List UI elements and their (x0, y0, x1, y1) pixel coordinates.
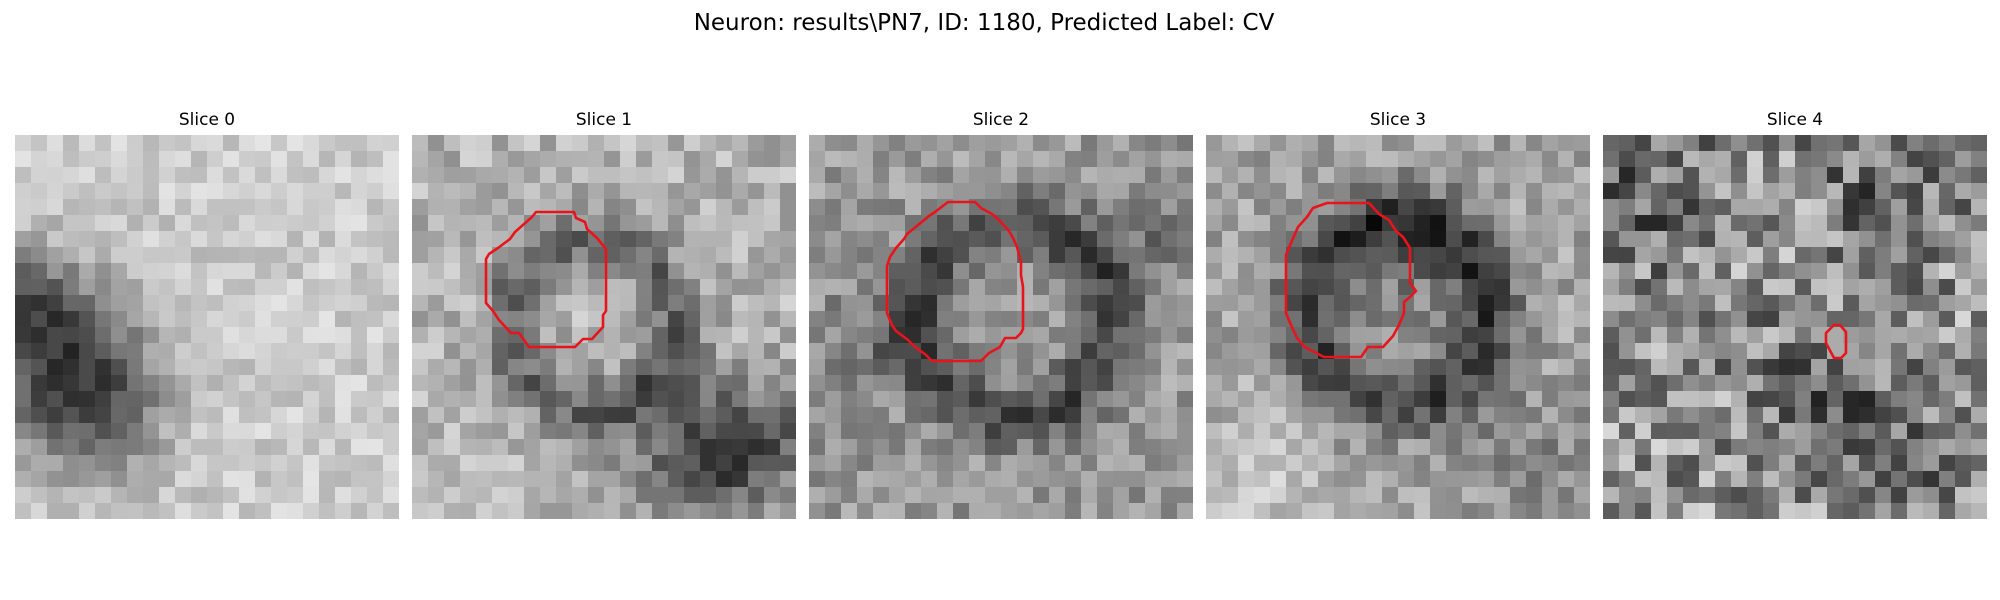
segmentation-outline (885, 200, 1025, 363)
slice-title-0: Slice 0 (178, 110, 236, 130)
slice-image-0 (15, 135, 399, 519)
figure-title: Neuron: results\PN7, ID: 1180, Predicted… (693, 10, 1275, 36)
slice-image-3 (1206, 135, 1590, 519)
slice-panel-4: Slice 4 (1603, 108, 1987, 519)
slice-title-3: Slice 3 (1369, 110, 1427, 130)
segmentation-outline (1284, 201, 1418, 359)
slice-image-4 (1603, 135, 1987, 519)
slice-title-4: Slice 4 (1766, 110, 1824, 130)
slice-panel-3: Slice 3 (1206, 108, 1590, 519)
segmentation-outline (1824, 323, 1848, 360)
slice-title-2: Slice 2 (972, 110, 1030, 130)
slice-image-1 (412, 135, 796, 519)
slice-panel-0: Slice 0 (15, 108, 399, 519)
slice-image-2 (809, 135, 1193, 519)
slice-panel-2: Slice 2 (809, 108, 1193, 519)
segmentation-outline (484, 210, 608, 349)
slice-panel-1: Slice 1 (412, 108, 796, 519)
slice-title-1: Slice 1 (575, 110, 633, 130)
